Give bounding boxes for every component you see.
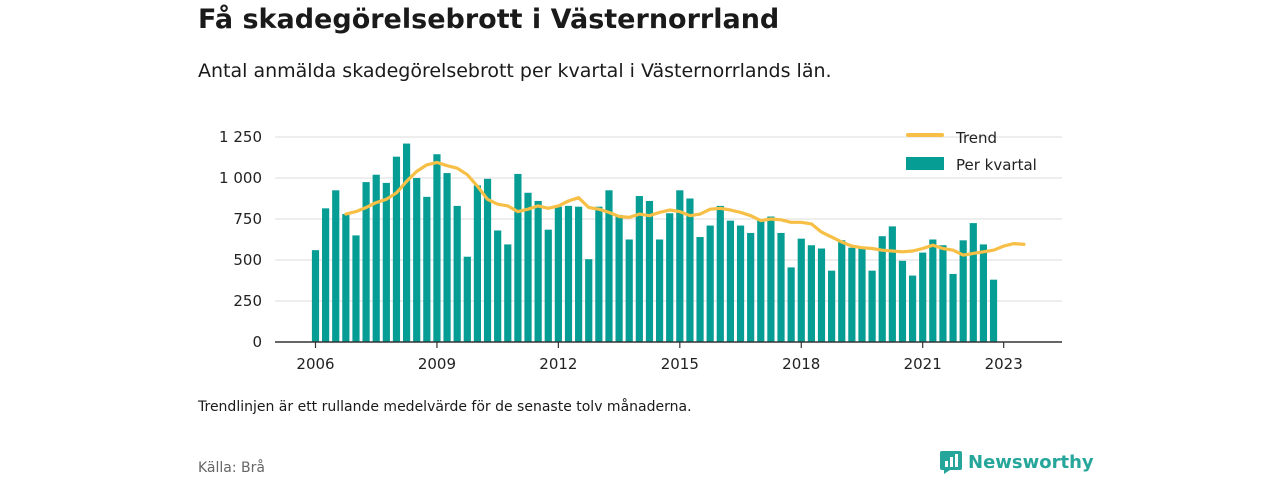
bar: [322, 208, 330, 342]
bar: [585, 259, 593, 342]
bar: [807, 245, 815, 342]
x-tick-label: 2018: [782, 355, 820, 373]
bar: [352, 235, 360, 342]
brand-logo: Newsworthy: [940, 450, 1094, 474]
bar: [858, 247, 866, 342]
bar: [635, 196, 643, 342]
x-axis: 2006 2009 2012 2015 2018 2021 2023: [275, 341, 1062, 373]
trend-line-group: [344, 160, 1026, 257]
y-tick-label: 750: [233, 210, 262, 228]
bar: [443, 173, 451, 342]
bar: [423, 196, 431, 342]
x-tick-label: 2015: [661, 355, 699, 373]
x-tick-label: 2021: [904, 355, 942, 373]
bar: [939, 245, 947, 342]
bar: [453, 205, 461, 342]
bar: [908, 275, 917, 342]
bar: [534, 200, 542, 342]
brand-name: Newsworthy: [968, 451, 1094, 473]
y-tick-label: 1 250: [219, 128, 262, 146]
bar: [413, 178, 421, 342]
bar: [696, 237, 704, 342]
x-tick-label: 2023: [985, 355, 1023, 373]
bar: [757, 219, 765, 342]
bars: [311, 143, 998, 342]
bar: [666, 213, 674, 342]
legend-trend-swatch: [906, 133, 944, 137]
bar: [362, 182, 370, 342]
bar: [949, 273, 957, 342]
newsworthy-logo-icon: [940, 451, 962, 474]
bar: [402, 143, 411, 342]
bar: [575, 206, 583, 342]
bar: [787, 267, 795, 342]
y-tick-label: 1 000: [219, 169, 262, 187]
bar: [706, 225, 714, 342]
y-tick-label: 0: [252, 333, 262, 351]
bar: [868, 270, 876, 342]
bar: [989, 279, 998, 342]
footnote: Trendlinjen är ett rullande medelvärde f…: [198, 399, 692, 415]
bar: [524, 192, 532, 342]
bar: [848, 247, 856, 342]
legend-trend-label: Trend: [955, 129, 997, 147]
bar: [514, 173, 522, 342]
bar: [828, 270, 836, 342]
source-label: Källa: Brå: [198, 460, 265, 476]
bar: [332, 190, 340, 342]
bar: [372, 174, 380, 342]
bar: [898, 260, 907, 342]
bar: [655, 239, 664, 342]
bar: [736, 225, 745, 342]
bar: [747, 232, 755, 342]
x-tick-label: 2012: [539, 355, 577, 373]
bar: [473, 185, 482, 342]
bar: [959, 240, 967, 342]
legend-bar-swatch: [906, 157, 944, 170]
legend-bar-label: Per kvartal: [956, 156, 1037, 174]
bar: [311, 250, 320, 342]
bar: [888, 226, 896, 342]
bar: [494, 230, 502, 342]
bar: [544, 229, 552, 342]
bar: [595, 206, 603, 342]
bar: [483, 178, 492, 342]
bar: [433, 154, 441, 342]
bar: [838, 240, 846, 342]
trend-line: [344, 160, 1026, 257]
x-tick-label: 2009: [418, 355, 456, 373]
bar: [777, 232, 785, 342]
bar: [504, 244, 512, 342]
bar: [726, 220, 735, 342]
bar: [625, 239, 633, 342]
bar: [645, 200, 654, 342]
bar: [716, 205, 724, 342]
bar: [969, 223, 977, 342]
bar: [767, 216, 775, 342]
legend: Trend Per kvartal: [906, 129, 1037, 174]
bar: [919, 252, 927, 342]
x-tick-label: 2006: [296, 355, 334, 373]
bar: [564, 205, 573, 342]
bar: [554, 206, 562, 342]
bar: [615, 214, 623, 342]
bar: [686, 198, 694, 342]
bar: [605, 190, 613, 342]
y-axis-labels: 0 250 500 750 1 000 1 250: [219, 128, 262, 351]
bar: [878, 236, 886, 342]
chart-subtitle: Antal anmälda skadegörelsebrott per kvar…: [198, 60, 832, 82]
chart-title: Få skadegörelsebrott i Västernorrland: [198, 4, 780, 35]
y-tick-label: 500: [233, 251, 262, 269]
bar: [929, 239, 937, 342]
bar: [342, 214, 350, 342]
bar: [392, 156, 401, 342]
y-tick-label: 250: [233, 292, 262, 310]
bar: [817, 248, 826, 342]
bar: [463, 256, 471, 342]
bar: [797, 238, 805, 342]
bar: [979, 244, 988, 342]
bar: [676, 190, 684, 342]
bar: [382, 182, 390, 342]
